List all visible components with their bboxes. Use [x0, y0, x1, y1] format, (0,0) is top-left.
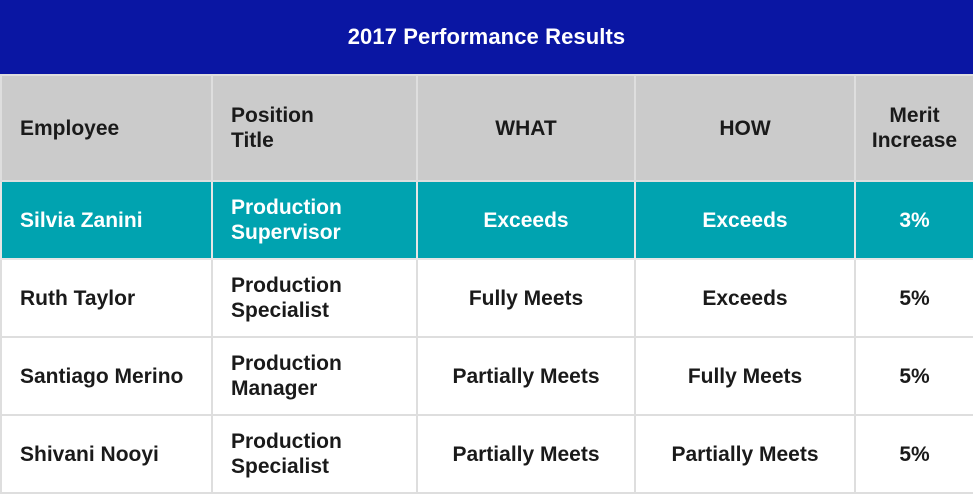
header-position-line2: Title: [231, 129, 274, 152]
cell-position: Production Supervisor: [211, 180, 418, 260]
cell-position-line1: Production: [231, 430, 342, 453]
cell-how: Partially Meets: [634, 414, 856, 494]
cell-how: Exceeds: [634, 180, 856, 260]
cell-how: Fully Meets: [634, 336, 856, 416]
cell-what: Partially Meets: [416, 414, 636, 494]
header-merit-line1: Merit: [889, 104, 940, 127]
cell-position: Production Specialist: [211, 414, 418, 494]
header-merit-increase: Merit Increase: [854, 74, 973, 182]
table-row: Shivani Nooyi Production Specialist Part…: [0, 414, 973, 494]
header-employee: Employee: [0, 74, 213, 182]
table-row: Ruth Taylor Production Specialist Fully …: [0, 258, 973, 338]
cell-what: Partially Meets: [416, 336, 636, 416]
header-how: HOW: [634, 74, 856, 182]
cell-employee: Ruth Taylor: [0, 258, 213, 338]
cell-position-line2: Supervisor: [231, 221, 341, 244]
cell-position: Production Manager: [211, 336, 418, 416]
results-grid: Employee Position Title WHAT HOW Merit I…: [0, 74, 973, 494]
table-title: 2017 Performance Results: [0, 0, 973, 74]
cell-position-line2: Manager: [231, 377, 318, 400]
table-row: Silvia Zanini Production Supervisor Exce…: [0, 180, 973, 260]
cell-position-line1: Production: [231, 352, 342, 375]
cell-merit: 5%: [854, 258, 973, 338]
cell-position: Production Specialist: [211, 258, 418, 338]
header-what: WHAT: [416, 74, 636, 182]
cell-what: Fully Meets: [416, 258, 636, 338]
cell-position-line2: Specialist: [231, 299, 330, 322]
table-row: Santiago Merino Production Manager Parti…: [0, 336, 973, 416]
cell-position-line1: Production: [231, 274, 342, 297]
cell-employee: Santiago Merino: [0, 336, 213, 416]
cell-employee: Shivani Nooyi: [0, 414, 213, 494]
header-position-line1: Position: [231, 104, 314, 127]
cell-what: Exceeds: [416, 180, 636, 260]
header-merit-line2: Increase: [871, 129, 958, 152]
cell-position-line1: Production: [231, 196, 342, 219]
header-row: Employee Position Title WHAT HOW Merit I…: [0, 74, 973, 182]
header-position-title: Position Title: [211, 74, 418, 182]
cell-merit: 3%: [854, 180, 973, 260]
cell-employee: Silvia Zanini: [0, 180, 213, 260]
cell-merit: 5%: [854, 336, 973, 416]
cell-how: Exceeds: [634, 258, 856, 338]
cell-position-line2: Specialist: [231, 455, 330, 478]
cell-merit: 5%: [854, 414, 973, 494]
